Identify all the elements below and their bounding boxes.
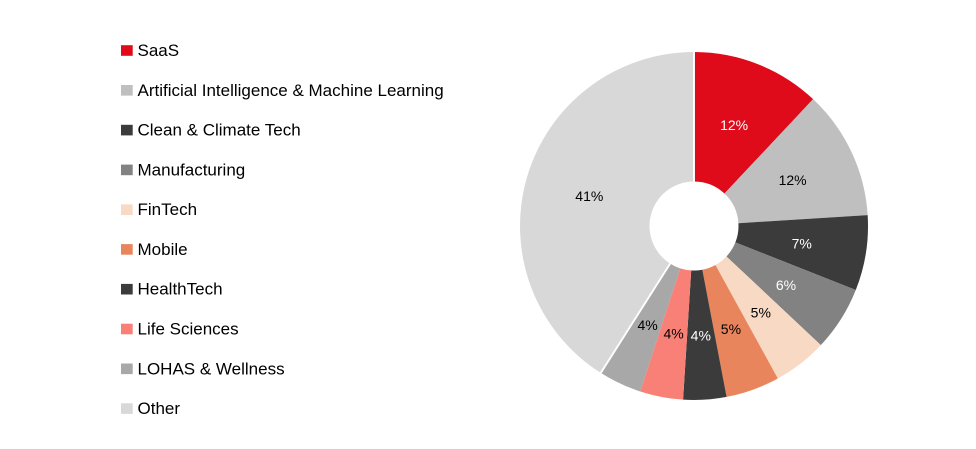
- svg-text:Other: Other: [138, 399, 181, 418]
- svg-text:4%: 4%: [663, 326, 683, 342]
- svg-text:41%: 41%: [575, 188, 603, 204]
- svg-text:HealthTech: HealthTech: [138, 280, 223, 299]
- svg-text:7%: 7%: [792, 236, 812, 252]
- svg-text:Life Sciences: Life Sciences: [138, 320, 239, 339]
- svg-text:4%: 4%: [637, 317, 657, 333]
- svg-text:Mobile: Mobile: [138, 240, 188, 259]
- svg-text:5%: 5%: [721, 321, 741, 337]
- svg-text:FinTech: FinTech: [138, 200, 198, 219]
- svg-text:6%: 6%: [776, 277, 796, 293]
- svg-text:Clean & Climate Tech: Clean & Climate Tech: [138, 121, 301, 140]
- svg-text:LOHAS & Wellness: LOHAS & Wellness: [138, 359, 285, 378]
- svg-text:12%: 12%: [779, 172, 807, 188]
- svg-text:4%: 4%: [691, 327, 711, 343]
- svg-text:Manufacturing: Manufacturing: [138, 160, 246, 179]
- svg-text:Artificial Intelligence & Mach: Artificial Intelligence & Machine Learni…: [138, 81, 444, 100]
- svg-text:SaaS: SaaS: [138, 41, 180, 60]
- svg-text:12%: 12%: [720, 117, 748, 133]
- svg-text:5%: 5%: [751, 305, 771, 321]
